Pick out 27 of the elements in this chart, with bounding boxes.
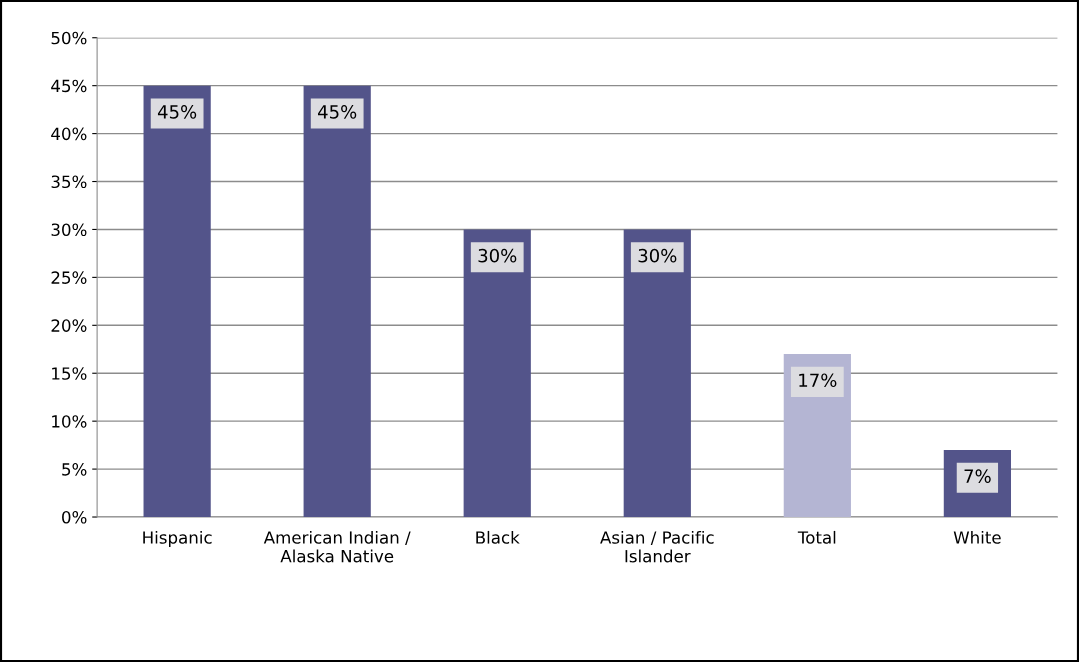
x-tick-label: White: [953, 530, 1001, 544]
y-tick-label: 25%: [51, 271, 87, 284]
data-label: 45%: [157, 105, 197, 119]
data-label: 45%: [318, 105, 357, 119]
y-tick-label: 15%: [52, 367, 87, 380]
data-label: 17%: [799, 373, 837, 388]
bar: [143, 85, 211, 518]
x-tick-label: Black: [476, 530, 520, 544]
y-tick-label: 35%: [51, 175, 87, 189]
y-tick-label: 10%: [52, 415, 87, 428]
data-label: 30%: [638, 248, 677, 263]
y-tick-label: 45%: [51, 79, 87, 93]
y-tick-label: 5%: [62, 463, 87, 476]
y-tick-label: 0%: [62, 510, 87, 524]
bar: [463, 229, 531, 518]
x-tick-label: Total: [797, 530, 836, 544]
y-tick-label: 20%: [51, 319, 87, 332]
x-tick-label: Hispanic: [143, 530, 212, 548]
bar: [623, 229, 691, 518]
x-tick-label: Asian / Pacific Islander: [600, 530, 714, 563]
x-tick-label: American Indian / Alaska Native: [263, 530, 411, 563]
y-tick-label: 50%: [51, 31, 87, 45]
y-tick-label: 30%: [51, 223, 87, 237]
data-label: 7%: [964, 469, 991, 483]
bar: [303, 85, 371, 518]
data-label: 30%: [478, 248, 517, 263]
y-tick-label: 40%: [51, 127, 87, 141]
